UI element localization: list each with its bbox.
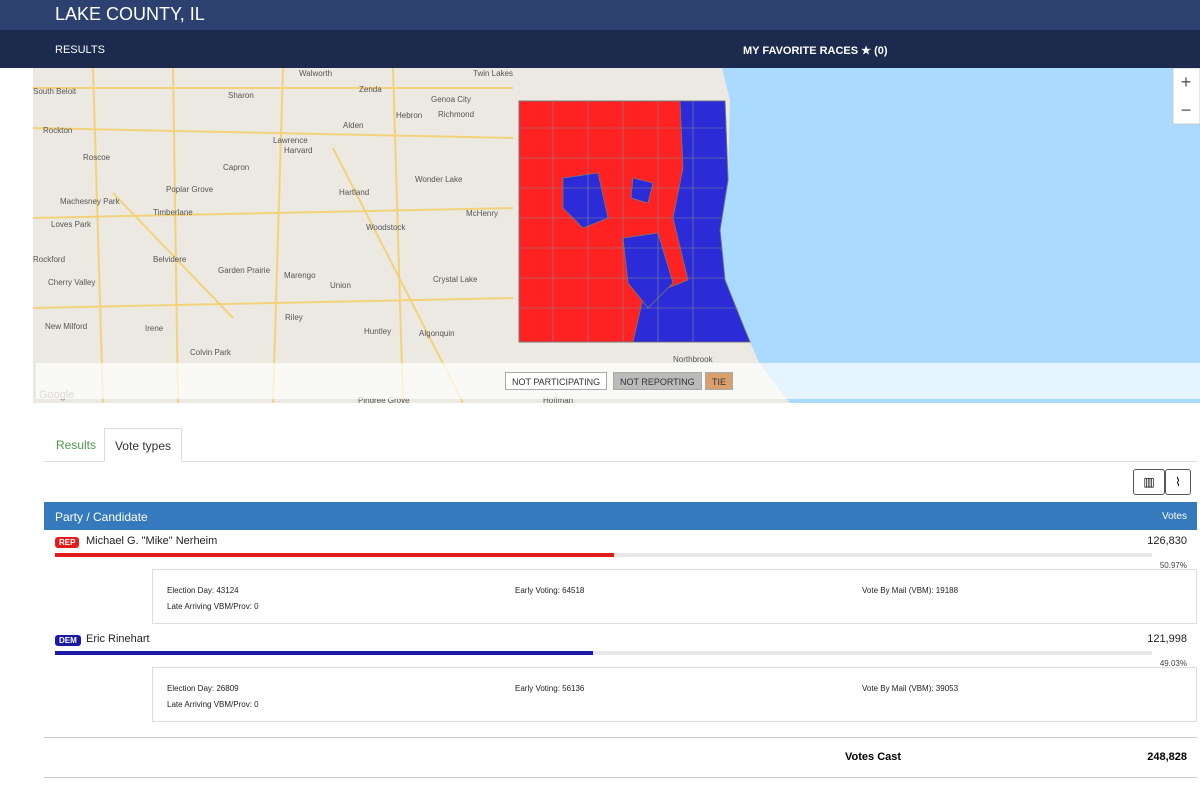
place-label: Hartland [339, 188, 369, 197]
place-label: Pingree Grove [358, 396, 410, 403]
percent-bar [55, 553, 615, 557]
nav-bar [0, 30, 1200, 68]
place-label: New Milford [45, 322, 87, 331]
place-label: Woodstock [366, 223, 406, 232]
vote-type: Vote By Mail (VBM): 19188 [862, 586, 959, 595]
page-title: LAKE COUNTY, IL [55, 4, 205, 24]
place-label: Algonquin [419, 329, 455, 338]
place-label: Colvin Park [190, 348, 232, 357]
zoom-control [1172, 68, 1200, 125]
nav-favorites[interactable]: MY FAVORITE RACES ★ (0) [743, 44, 888, 57]
vote-type: Early Voting: 56136 [515, 684, 585, 693]
tab-vote-types[interactable]: Vote types [104, 428, 182, 462]
place-label: Alden [343, 121, 363, 130]
precinct-lines [519, 101, 738, 342]
total-label: Votes Cast [845, 751, 902, 763]
tab-results[interactable]: Results [56, 438, 97, 452]
place-label: Harvard [284, 146, 312, 155]
place-label: Poplar Grove [166, 185, 214, 194]
chart-button[interactable]: ▥ [1133, 469, 1165, 495]
place-label: Loves Park [51, 220, 92, 229]
favorites-count: (0) [874, 45, 888, 57]
place-label: Northbrook [673, 355, 714, 364]
county-precincts-dem [562, 100, 751, 343]
place-label: Zenda [359, 85, 382, 94]
divider [44, 737, 1197, 738]
vote-type: Vote By Mail (VBM): 39053 [862, 684, 959, 693]
zoom-out[interactable]: − [1181, 100, 1192, 120]
header-bar: LAKE COUNTY, IL [0, 0, 1200, 30]
vote-type-box [152, 569, 1197, 624]
place-label: Marengo [284, 271, 316, 280]
place-label: Union [330, 281, 351, 290]
place-label: Hoffman [543, 396, 573, 403]
place-label: South Beloit [33, 87, 77, 96]
place-label: Lawrence [273, 136, 308, 145]
place-label: Twin Lakes [473, 69, 513, 78]
party-badge: REP [55, 537, 80, 548]
tab-line [44, 461, 1197, 462]
place-label: Genoa City [431, 95, 471, 104]
place-label: McHenry [466, 209, 498, 218]
divider [44, 777, 1197, 778]
place-label: Sharon [228, 91, 254, 100]
candidate-name: Eric Rinehart [86, 633, 150, 645]
place-label: Garden Prairie [218, 266, 271, 275]
place-labels: Walworth Zenda Twin Lakes South Beloit Sharo… [33, 69, 714, 403]
candidate-name: Michael G. "Mike" Nerheim [86, 535, 218, 547]
header-candidate: Party / Candidate [55, 510, 148, 524]
vote-type-box [152, 667, 1197, 722]
vote-type: Early Voting: 64518 [515, 586, 585, 595]
legend-not-participating: NOT PARTICIPATING [505, 372, 608, 390]
header-votes: Votes [1161, 511, 1187, 522]
candidate-votes: 126,830 [1147, 535, 1187, 547]
lake-michigan [720, 68, 1200, 403]
place-label: Hebron [396, 111, 422, 120]
legend-not-reporting: NOT REPORTING [613, 372, 702, 390]
bar-track [55, 651, 1152, 655]
nav-favorites-label[interactable]: MY FAVORITE RACES [743, 45, 859, 57]
place-label: Rockford [33, 255, 65, 264]
total-votes: 248,828 [1147, 751, 1187, 763]
attach-button[interactable]: ⌇ [1165, 469, 1191, 495]
place-label: Belvidere [153, 255, 187, 264]
roads [33, 68, 514, 403]
star-icon: ★ [861, 45, 872, 57]
place-label: Riley [285, 313, 303, 322]
place-label: Machesney Park [60, 197, 121, 206]
table-header: Party / Candidate Votes [44, 502, 1197, 530]
candidate-votes: 121,998 [1147, 633, 1187, 645]
place-label: Richmond [438, 110, 474, 119]
place-label: Wonder Lake [415, 175, 463, 184]
place-label: Irene [145, 324, 164, 333]
vote-type: Election Day: 26809 [167, 684, 239, 693]
percent-label: 49.03% [1159, 659, 1187, 668]
place-label: Roscoe [83, 153, 111, 162]
place-label: Rockton [43, 126, 72, 135]
place-label: Huntley [364, 327, 391, 336]
zoom-in[interactable]: + [1181, 72, 1192, 92]
nav-results[interactable]: RESULTS [55, 44, 105, 56]
legend-tie: TIE [705, 372, 734, 390]
party-badge: DEM [55, 635, 81, 646]
percent-bar [55, 651, 593, 655]
place-label: Crystal Lake [433, 275, 478, 284]
place-label: Capron [223, 163, 249, 172]
place-label: Walworth [299, 69, 332, 78]
map[interactable]: Walworth Zenda Twin Lakes South Beloit Sharo… [33, 68, 1200, 403]
place-label: Cherry Valley [48, 278, 95, 287]
vote-type: Late Arriving VBM/Prov: 0 [167, 602, 259, 611]
place-label: Timberlane [153, 208, 193, 217]
percent-label: 50.97% [1159, 561, 1187, 570]
vote-type: Late Arriving VBM/Prov: 0 [167, 700, 259, 709]
vote-type: Election Day: 43124 [167, 586, 239, 595]
